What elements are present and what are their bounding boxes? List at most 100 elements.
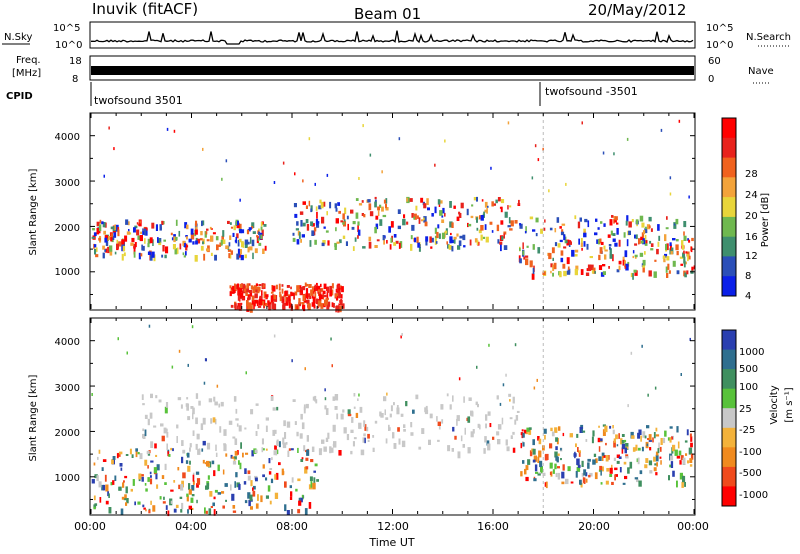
velocity-cell bbox=[583, 477, 586, 484]
velocity-cell bbox=[585, 472, 588, 477]
power-cell bbox=[632, 250, 635, 254]
power-cell bbox=[379, 219, 383, 226]
power-cell bbox=[270, 291, 274, 294]
velocity-cell bbox=[449, 404, 452, 410]
velocity-cell bbox=[451, 448, 454, 452]
velocity-cell bbox=[236, 450, 239, 455]
power-cell bbox=[532, 244, 535, 250]
power-cell bbox=[185, 251, 187, 256]
velocity-cell bbox=[286, 421, 291, 428]
velocity-cell bbox=[528, 427, 532, 430]
velocity-cell bbox=[145, 509, 147, 512]
velocity-cell bbox=[492, 436, 495, 440]
power-cell bbox=[616, 269, 620, 273]
power-cell bbox=[244, 239, 249, 245]
velocity-cell bbox=[620, 438, 623, 445]
velocity-cell bbox=[355, 412, 359, 418]
power-cell bbox=[339, 239, 342, 244]
power-cell bbox=[118, 241, 122, 247]
velocity-cell bbox=[180, 404, 183, 409]
velocity-cell bbox=[605, 480, 609, 485]
velocity-cell bbox=[291, 359, 293, 363]
velocity-colorbar-unit: [m s⁻¹] bbox=[784, 387, 795, 422]
velocity-cell bbox=[690, 453, 694, 460]
velocity-cell bbox=[524, 468, 527, 475]
power-cell bbox=[294, 304, 298, 311]
power-cell bbox=[110, 226, 114, 230]
power-cell bbox=[314, 284, 316, 287]
velocity-cell bbox=[385, 417, 389, 420]
velocity-cell bbox=[353, 393, 356, 397]
velocity-cell bbox=[172, 448, 174, 452]
velocity-cell bbox=[578, 450, 581, 453]
velocity-cell bbox=[223, 443, 226, 446]
power-cell bbox=[263, 303, 265, 309]
power-cell bbox=[487, 205, 489, 208]
power-cell bbox=[542, 147, 544, 151]
velocity-cell bbox=[636, 479, 639, 483]
power-cell bbox=[542, 271, 546, 275]
velocity-cell bbox=[479, 424, 481, 430]
power-cell bbox=[202, 239, 204, 243]
cpid-mode-2: twofsound -3501 bbox=[545, 85, 638, 98]
velocity-cell bbox=[539, 460, 543, 468]
power-cell bbox=[326, 286, 330, 293]
power-cell bbox=[618, 260, 622, 265]
power-cell bbox=[334, 203, 337, 209]
velocity-cell bbox=[392, 432, 395, 439]
velocity-cell bbox=[343, 427, 347, 434]
power-cell bbox=[262, 301, 265, 306]
power-cell bbox=[666, 243, 669, 251]
power-cell bbox=[141, 244, 143, 251]
power-cell bbox=[381, 170, 383, 174]
power-cell bbox=[239, 303, 242, 307]
velocity-cell bbox=[581, 472, 585, 477]
power-cell bbox=[657, 241, 660, 247]
velocity-cell bbox=[234, 438, 238, 445]
velocity-cell bbox=[147, 465, 149, 469]
velocity-cell bbox=[269, 500, 272, 505]
power-cell bbox=[664, 234, 667, 242]
velocity-cell bbox=[305, 466, 309, 470]
power-cell bbox=[228, 253, 231, 259]
power-cell bbox=[441, 219, 445, 223]
power-cell bbox=[402, 218, 406, 226]
velocity-cell bbox=[295, 488, 298, 492]
power-cell bbox=[322, 294, 325, 298]
power-cell bbox=[657, 224, 660, 231]
velocity-cell bbox=[257, 494, 259, 501]
velocity-colorbar-label: Velocity bbox=[769, 385, 780, 424]
power-cell bbox=[318, 205, 322, 210]
velocity-cell bbox=[487, 443, 491, 451]
power-cell bbox=[368, 203, 372, 211]
velocity-cell bbox=[331, 447, 334, 453]
power-cell bbox=[639, 215, 644, 222]
power-cell bbox=[361, 213, 364, 216]
power-cell bbox=[608, 266, 610, 269]
velocity-cell bbox=[543, 428, 547, 434]
power-cell bbox=[323, 201, 326, 207]
power-cell bbox=[431, 213, 434, 217]
velocity-cell bbox=[188, 489, 192, 495]
power-cell bbox=[133, 251, 136, 258]
velocity-cell bbox=[296, 431, 299, 437]
velocity-cell bbox=[93, 506, 96, 510]
velocity-cell bbox=[315, 399, 318, 404]
power-cell bbox=[460, 202, 464, 209]
power-cell bbox=[306, 224, 310, 231]
velocity-cell bbox=[290, 491, 293, 497]
velocity-cell bbox=[205, 510, 208, 514]
power-cell bbox=[248, 227, 252, 230]
power-cell bbox=[190, 228, 194, 235]
power-cell bbox=[265, 295, 268, 300]
power-cell bbox=[292, 232, 295, 236]
velocity-cell bbox=[669, 437, 672, 443]
power-cell bbox=[525, 255, 529, 258]
nsky-label: N.Sky bbox=[4, 32, 32, 43]
power-cell bbox=[305, 288, 309, 295]
velocity-cell bbox=[125, 454, 129, 456]
power-cell bbox=[532, 229, 536, 232]
power-cell bbox=[550, 270, 552, 274]
velocity-cell bbox=[397, 427, 400, 432]
power-cell bbox=[311, 223, 315, 227]
